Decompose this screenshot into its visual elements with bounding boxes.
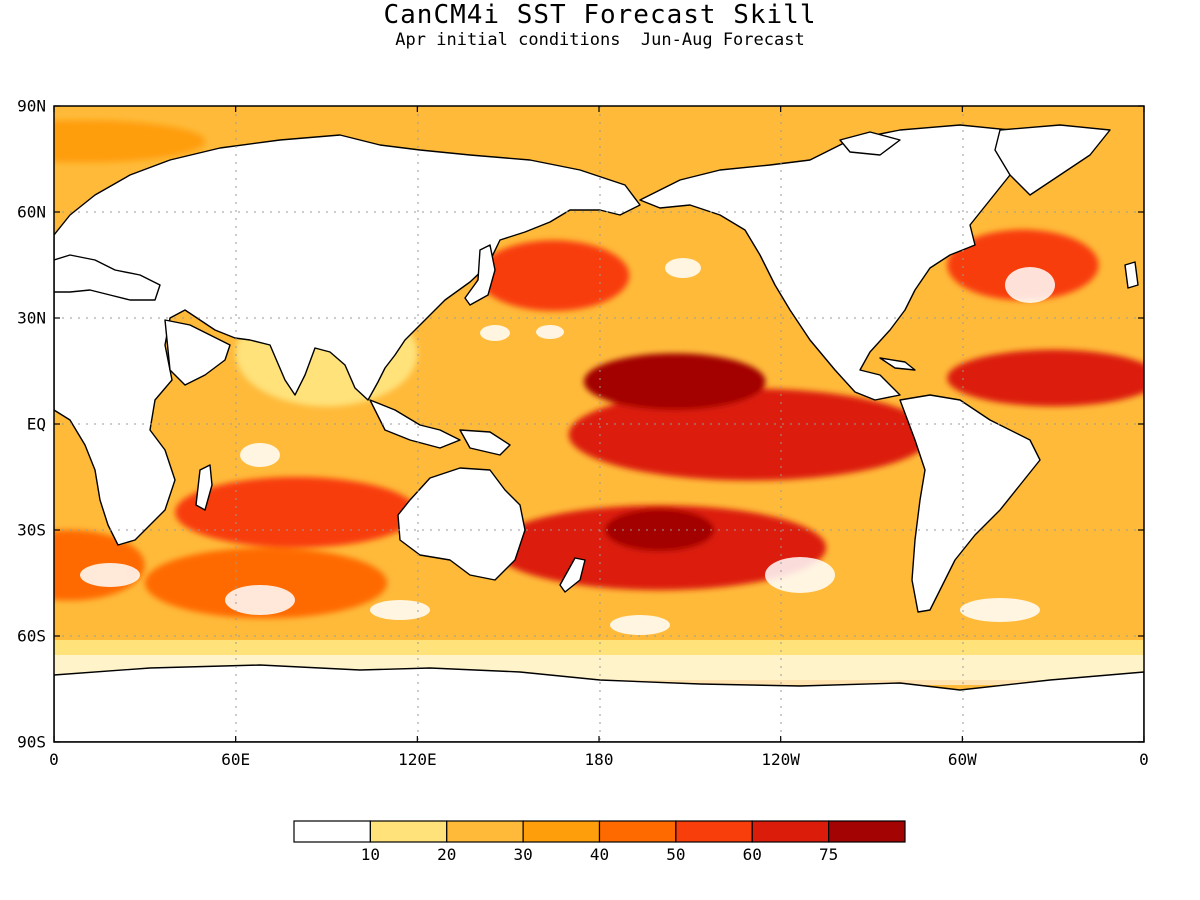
- eurasia-africa: [54, 134, 641, 546]
- south-america: [899, 394, 1041, 613]
- madagascar: [195, 464, 213, 511]
- y-tick-label: EQ: [26, 414, 46, 434]
- skill-region: [568, 388, 933, 481]
- greenland: [994, 124, 1111, 196]
- axis-ticks: [53, 105, 1145, 743]
- x-tick-label: 180: [584, 750, 614, 769]
- skill-region: [54, 120, 206, 163]
- patch: [765, 557, 835, 593]
- patch: [80, 563, 140, 587]
- europe-peninsula: [54, 254, 161, 301]
- colorbar-label: 30: [513, 845, 533, 864]
- colorbar-bin: [446, 820, 524, 843]
- skill-region: [583, 353, 766, 410]
- patch: [240, 443, 280, 467]
- patch: [960, 598, 1040, 622]
- patch: [480, 325, 510, 341]
- map-subtitle: Apr initial conditions Jun-Aug Forecast: [395, 30, 805, 50]
- colorbar-bin: [522, 820, 601, 843]
- gridlines: [54, 106, 1144, 742]
- x-tick-label: 60E: [221, 750, 251, 769]
- colorbar-bin: [828, 820, 906, 843]
- skill-region: [947, 229, 1099, 301]
- colorbar: [293, 820, 906, 843]
- patch: [225, 585, 295, 615]
- y-tick-label: 90N: [17, 96, 46, 116]
- map-title: CanCM4i SST Forecast Skill: [383, 0, 817, 30]
- y-tick-label: 30N: [17, 308, 46, 328]
- new-zealand: [559, 557, 586, 593]
- arabia: [164, 319, 231, 386]
- y-tick-label: 60N: [17, 202, 46, 222]
- patch: [536, 325, 564, 339]
- australia: [397, 467, 526, 581]
- cuba: [879, 357, 916, 371]
- skill-region: [175, 476, 418, 548]
- y-tick-label: 60S: [17, 626, 46, 646]
- x-tick-label: 120E: [398, 750, 437, 769]
- colorbar-label: 10: [360, 845, 381, 864]
- patch: [370, 600, 430, 620]
- japan: [464, 244, 496, 306]
- arctic-islands: [839, 131, 901, 156]
- x-tick-label: 60W: [947, 750, 977, 769]
- colorbar-label: 75: [818, 845, 839, 864]
- skill-region: [477, 240, 630, 311]
- colorbar-bin: [369, 820, 448, 843]
- skill-region: [605, 508, 715, 552]
- colorbar-bin: [675, 820, 753, 843]
- colorbar-label: 40: [589, 845, 610, 864]
- skill-region: [947, 349, 1144, 407]
- colorbar-label: 20: [437, 845, 457, 864]
- colorbar-label: 50: [666, 845, 686, 864]
- x-tick-label: 0: [49, 750, 59, 769]
- x-tick-label: 0: [1139, 750, 1149, 769]
- low-skill-patches: [80, 258, 1055, 635]
- colorbar-bin: [293, 820, 371, 843]
- colorbar-label: 60: [742, 845, 762, 864]
- antarctica: [54, 664, 1144, 742]
- y-tick-label: 30S: [17, 520, 46, 540]
- patch: [1005, 267, 1055, 303]
- y-tick-label: 90S: [17, 732, 46, 752]
- colorbar-bin: [598, 820, 677, 843]
- x-tick-label: 120W: [761, 750, 800, 769]
- colorbar-bin: [751, 820, 830, 843]
- new-guinea: [459, 429, 511, 456]
- continents: [54, 124, 1144, 742]
- uk: [1124, 261, 1139, 289]
- patch: [665, 258, 701, 278]
- patch: [610, 615, 670, 635]
- skill-region: [144, 547, 388, 619]
- north-america: [639, 124, 1041, 401]
